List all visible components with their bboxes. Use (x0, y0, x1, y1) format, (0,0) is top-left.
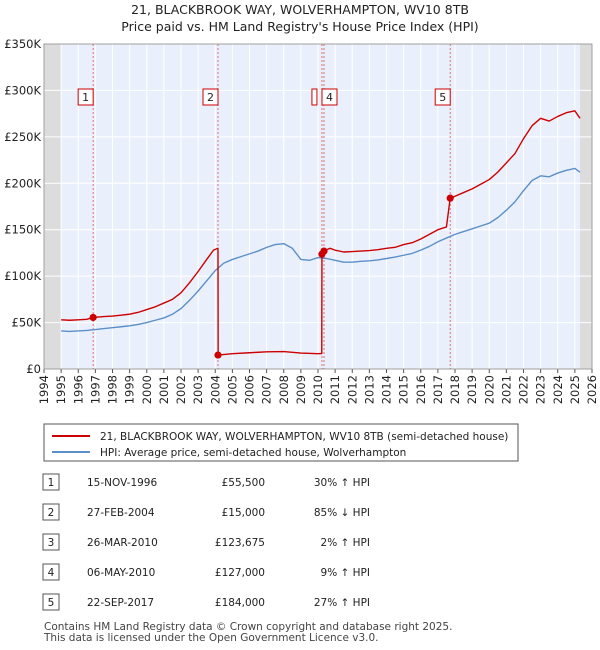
sale-row-num-box-2 (42, 503, 60, 521)
sale-point-5 (446, 194, 454, 202)
sale-marker-label-4: 4 (326, 91, 333, 104)
legend-label-1: 21, BLACKBROOK WAY, WOLVERHAMPTON, WV10 … (100, 431, 508, 443)
sale-row-hpi-2: 85% ↓ HPI (314, 507, 370, 519)
shaded-region-1 (44, 44, 62, 369)
plot-area: £0 £50K £100K £150K £200K £250K £300K £350K 1994… (4, 37, 599, 404)
footer-line-2: This data is licensed under the Open Gov… (43, 632, 379, 644)
x-tick-label: 2015 (397, 375, 411, 404)
sale-point-1 (89, 313, 97, 322)
sale-row-num-box-5 (42, 593, 60, 611)
sale-row-date-4: 06-MAY-2010 (87, 567, 155, 579)
x-tick-label: 2010 (311, 375, 325, 404)
footer-line-1: Contains HM Land Registry data © Crown c… (44, 621, 452, 633)
x-tick-label: 1998 (106, 375, 120, 404)
legend: 21, BLACKBROOK WAY, WOLVERHAMPTON, WV10 … (43, 423, 519, 462)
sale-marker-box-4 (321, 88, 338, 106)
x-tick-label: 2022 (517, 375, 531, 404)
sale-marker-label-1: 1 (82, 91, 89, 104)
y-tick-label: £250K (4, 130, 41, 144)
sale-row-date-1: 15-NOV-1996 (87, 477, 157, 489)
y-tick-label: £300K (4, 83, 41, 97)
sale-row-date-5: 22-SEP-2017 (87, 597, 154, 609)
y-tick-label: £50K (12, 316, 42, 330)
property-series-line (61, 110, 581, 356)
sale-row-num-box-1 (42, 473, 60, 491)
sale-point-2 (214, 351, 222, 359)
x-tick-label: 2009 (294, 375, 308, 404)
x-tick-label: 2023 (534, 375, 548, 404)
sale-row-price-4: £127,000 (215, 567, 265, 579)
x-tick-label: 2014 (380, 375, 394, 404)
sale-point-4 (320, 247, 328, 255)
x-tick-label: 1994 (37, 375, 51, 404)
x-tick-label: 2025 (568, 375, 582, 404)
x-tick-label: 1996 (71, 375, 85, 404)
x-tick-label: 2004 (208, 375, 222, 404)
y-tick-label: £200K (4, 176, 41, 190)
sale-row-num-3: 3 (48, 537, 55, 549)
sale-row-hpi-4: 9% ↑ HPI (321, 567, 370, 579)
x-tick-label: 1995 (54, 375, 68, 404)
sale-row-num-2: 2 (48, 507, 55, 519)
x-tick-label: 2007 (260, 375, 274, 404)
sale-row-num-box-4 (42, 563, 60, 581)
x-tick-label: 2002 (174, 375, 188, 404)
sale-row-num-4: 4 (48, 567, 55, 579)
legend-box (43, 423, 519, 462)
sales-table: 1 15-NOV-1996 £55,500 30% ↑ HPI 2 27-FEB-2004… (42, 473, 370, 611)
x-tick-label: 2013 (362, 375, 376, 404)
plot-border (43, 43, 593, 370)
x-tick-label: 2026 (585, 375, 599, 404)
sale-marker-box-1 (77, 88, 94, 106)
sale-row-num-1: 1 (48, 477, 55, 489)
x-tick-label: 1997 (88, 375, 102, 404)
x-tick-label: 2018 (448, 375, 462, 404)
sale-row-hpi-5: 27% ↑ HPI (314, 597, 370, 609)
x-tick-label: 1999 (123, 375, 137, 404)
x-tick-label: 2024 (551, 375, 565, 404)
x-tick-label: 2021 (499, 375, 513, 404)
sale-marker-box-3 (311, 88, 318, 106)
sale-row-date-3: 26-MAR-2010 (87, 537, 158, 549)
y-tick-label: £150K (4, 223, 41, 237)
sale-marker-label-5: 5 (439, 91, 446, 104)
x-tick-label: 2019 (465, 375, 479, 404)
y-tick-label: £0 (26, 362, 41, 376)
sale-row-hpi-1: 30% ↑ HPI (314, 477, 370, 489)
sale-marker-label-2: 2 (207, 91, 214, 104)
sale-row-hpi-3: 2% ↑ HPI (321, 537, 370, 549)
legend-label-2: HPI: Average price, semi-detached house,… (100, 447, 406, 459)
x-tick-label: 2016 (414, 375, 428, 404)
x-tick-label: 2003 (191, 375, 205, 404)
sale-row-price-3: £123,675 (215, 537, 265, 549)
sale-marker-box-2 (202, 88, 219, 106)
x-tick-label: 2017 (431, 375, 445, 404)
x-tick-label: 2008 (277, 375, 291, 404)
x-tick-label: 2000 (140, 375, 154, 404)
y-tick-label: £350K (4, 37, 41, 51)
y-tick-label: £100K (4, 269, 41, 283)
x-tick-label: 2001 (157, 375, 171, 404)
x-tick-label: 2006 (243, 375, 257, 404)
chart-subtitle: Price paid vs. HM Land Registry's House … (121, 19, 478, 34)
x-tick-label: 2012 (345, 375, 359, 404)
x-tick-label: 2020 (482, 375, 496, 404)
sale-row-num-box-3 (42, 533, 60, 551)
sale-row-num-5: 5 (48, 597, 55, 609)
x-tick-label: 2005 (225, 375, 239, 404)
chart-title: 21, BLACKBROOK WAY, WOLVERHAMPTON, WV10 … (131, 2, 469, 17)
sale-row-price-1: £55,500 (222, 477, 265, 489)
sale-row-price-2: £15,000 (222, 507, 265, 519)
sale-row-date-2: 27-FEB-2004 (87, 507, 155, 519)
sale-row-price-5: £184,000 (215, 597, 265, 609)
shaded-region-2 (580, 44, 592, 369)
x-tick-label: 2011 (328, 375, 342, 404)
sale-marker-box-5 (434, 88, 451, 106)
